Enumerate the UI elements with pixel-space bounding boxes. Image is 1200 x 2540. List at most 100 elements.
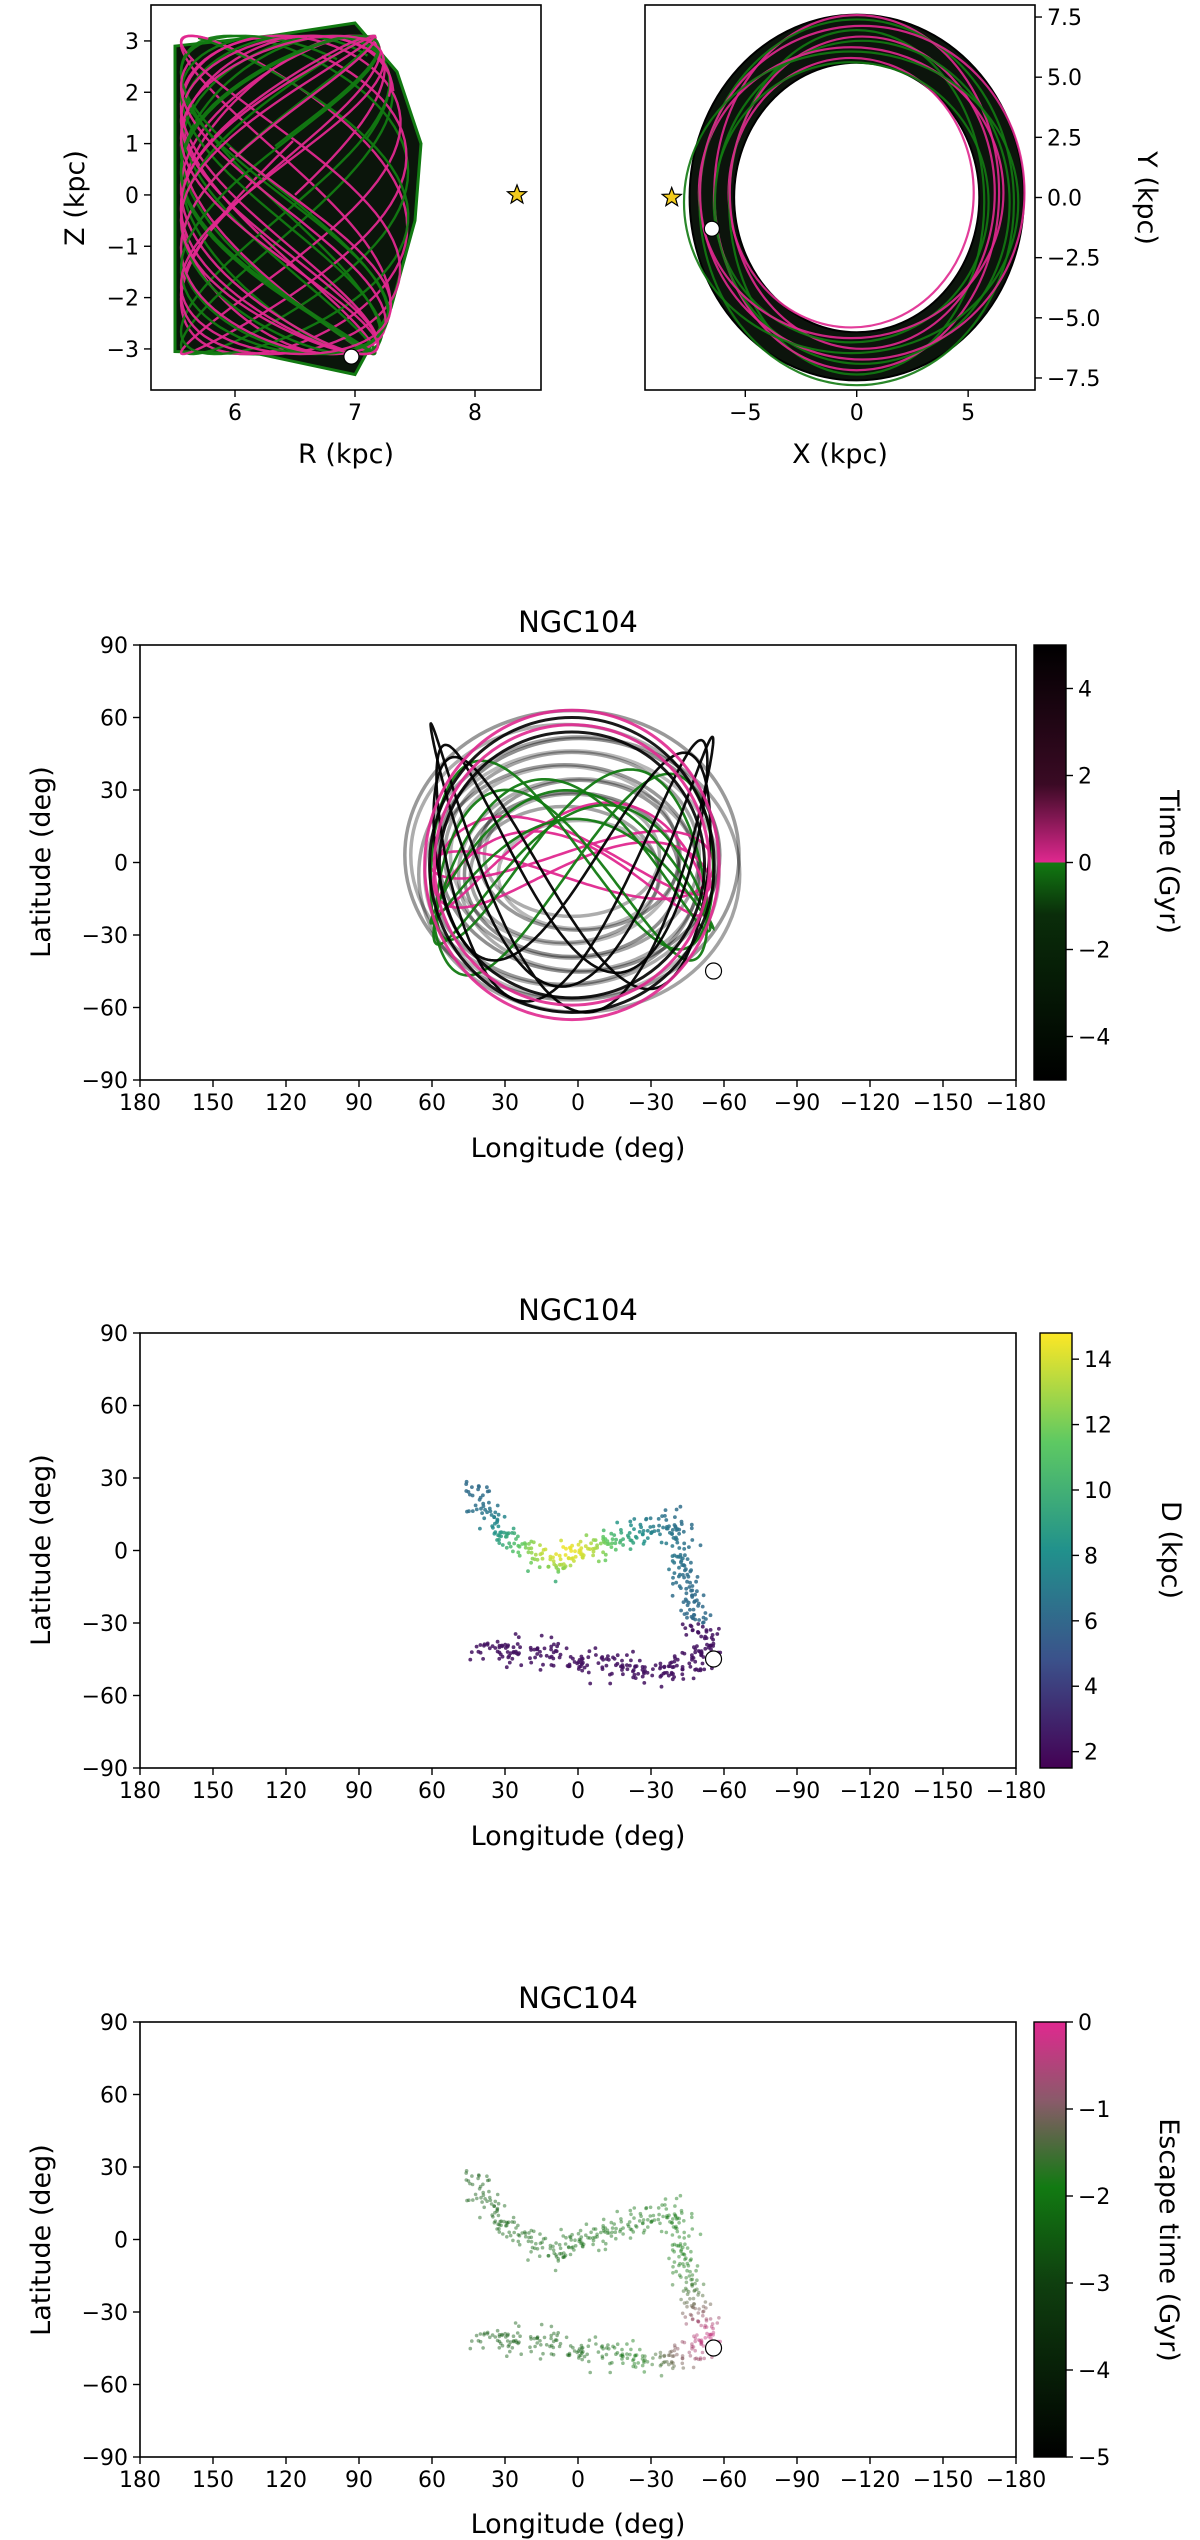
stream-particle (677, 2263, 681, 2268)
cluster-marker (703, 220, 720, 237)
stream-particle (677, 2216, 681, 2221)
stream-particle (598, 1541, 603, 1546)
stream-particle (699, 2342, 703, 2346)
stream-particle (528, 2345, 532, 2349)
stream-particle (515, 2331, 520, 2335)
stream-particle (646, 2225, 650, 2229)
stream-particle (580, 2244, 585, 2248)
stream-particle (497, 1541, 502, 1545)
stream-particle (683, 2257, 687, 2262)
x-tick-label: 150 (192, 1779, 234, 1804)
stream-particle (544, 1653, 549, 1658)
stream-particle (667, 1567, 671, 1572)
stream-particle (542, 2335, 547, 2340)
stream-particle (700, 1624, 705, 1629)
stream-particle (659, 1684, 664, 1689)
stream-particle (614, 2236, 618, 2241)
stream-particle (695, 2264, 700, 2268)
stream-particle (670, 2248, 675, 2252)
stream-particle (526, 2258, 530, 2262)
stream-particle (686, 2263, 691, 2268)
x-tick-label: 30 (491, 2468, 519, 2493)
stream-particle (577, 2347, 582, 2351)
stream-particle (500, 2343, 505, 2348)
stream-particle (681, 1600, 686, 1604)
stream-particle (670, 1528, 675, 1532)
stream-particle (573, 2238, 577, 2242)
stream-particle (532, 1647, 537, 1652)
stream-particle (672, 2212, 677, 2216)
stream-particle (476, 2339, 481, 2343)
stream-particle (611, 2344, 615, 2349)
stream-particle (493, 1510, 498, 1515)
stream-particle (674, 1580, 679, 1585)
stream-particle (495, 2207, 500, 2212)
stream-particle (683, 2242, 687, 2246)
y-axis-ticks: 7.5 5.0 2.5 0.0 −2.5 −5.0 −7.5 (1035, 6, 1100, 392)
stream-particle (499, 2219, 504, 2223)
stream-particle (535, 2336, 540, 2341)
stream-particle (478, 2184, 483, 2189)
stream-particle (682, 2219, 686, 2223)
stream-particle (579, 2241, 583, 2246)
stream-particle (474, 2333, 479, 2338)
stream-particle (557, 2242, 562, 2247)
stream-particle (689, 2313, 694, 2318)
stream-particle (717, 2316, 721, 2320)
stream-particle (506, 2220, 511, 2224)
stream-particle (610, 1537, 615, 1541)
stream-particle (548, 2344, 552, 2349)
stream-particle (516, 2223, 520, 2228)
stream-particle (683, 2315, 688, 2319)
y-tick-label: 1 (125, 133, 139, 158)
stream-particle (523, 1545, 528, 1550)
stream-particle (704, 2317, 709, 2321)
stream-particle (497, 1656, 502, 1661)
y-tick-label: −90 (82, 2446, 128, 2471)
y-tick-label: 30 (100, 2156, 128, 2181)
stream-particle (548, 1557, 553, 1562)
stream-particle (650, 2362, 654, 2367)
stream-particle (680, 2356, 685, 2361)
stream-particle (689, 2249, 693, 2254)
x-axis-ticks: 6 7 8 (228, 390, 482, 426)
orbit-line (179, 34, 390, 356)
stream-particle (580, 1668, 585, 1673)
stream-particle (645, 2360, 650, 2364)
stream-particle (549, 2352, 554, 2356)
orbit-line (682, 50, 1020, 355)
stream-particle (578, 2238, 583, 2242)
stream-particle (591, 1553, 595, 1558)
stream-particle (523, 2231, 528, 2236)
stream-particle (700, 1604, 705, 1609)
orbit-line (179, 34, 390, 356)
stream-particle (683, 1553, 687, 1558)
stream-particle (551, 2244, 555, 2249)
stream-particle (699, 1634, 704, 1639)
stream-particle (668, 2350, 672, 2354)
orbit-line (429, 721, 715, 1014)
stream-particle (609, 1545, 614, 1549)
stream-particle (586, 2344, 591, 2348)
stream-particle (685, 1572, 690, 1577)
stream-particle (673, 1524, 678, 1529)
stream-particle (485, 2178, 490, 2183)
stream-particle (495, 1520, 499, 1525)
stream-particle (626, 1535, 631, 1540)
stream-particle (539, 2322, 544, 2327)
stream-particle (658, 2354, 663, 2358)
stream-particle (698, 2356, 703, 2360)
stream-particle (492, 1515, 497, 1519)
stream-particle (477, 2187, 482, 2191)
stream-particle (605, 1539, 610, 1544)
x-tick-label: −150 (913, 1779, 973, 1804)
stream-particle (637, 1658, 642, 1663)
stream-particle (632, 2361, 637, 2366)
x-axis-label: X (kpc) (792, 439, 888, 470)
stream-particle (662, 2360, 667, 2364)
stream-particle (691, 2365, 696, 2370)
x-tick-label: 0 (571, 1779, 585, 1804)
stream-particle (670, 2354, 675, 2358)
stream-particle (679, 1519, 684, 1524)
stream-particle (690, 2305, 695, 2309)
